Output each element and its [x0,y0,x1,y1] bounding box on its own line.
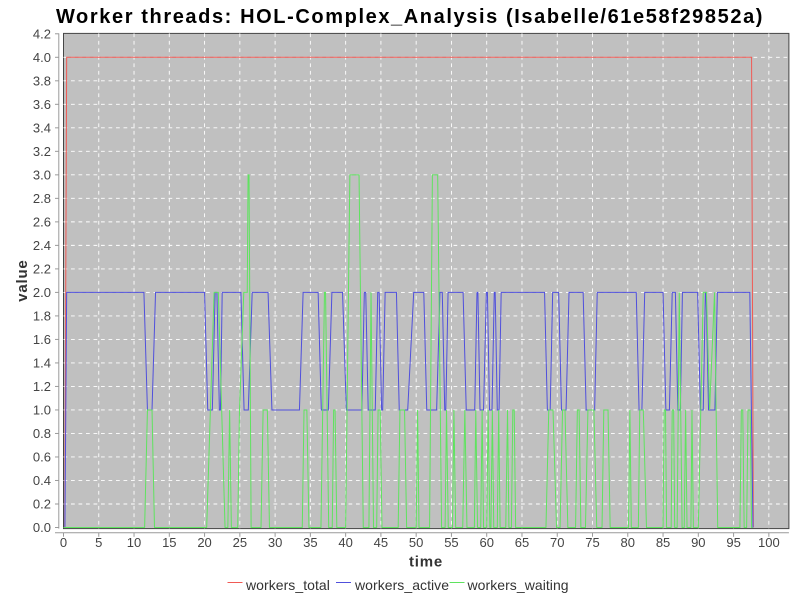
svg-text:0.8: 0.8 [33,426,51,441]
svg-text:25: 25 [233,535,247,550]
svg-text:0.0: 0.0 [33,520,51,535]
svg-text:3.2: 3.2 [33,144,51,159]
svg-text:55: 55 [444,535,458,550]
svg-text:1.8: 1.8 [33,308,51,323]
svg-text:30: 30 [268,535,282,550]
svg-text:4.0: 4.0 [33,50,51,65]
svg-text:5: 5 [95,535,102,550]
svg-text:2.0: 2.0 [33,285,51,300]
svg-text:35: 35 [303,535,317,550]
svg-text:45: 45 [374,535,388,550]
svg-text:time: time [409,554,443,571]
svg-text:workers_waiting: workers_waiting [467,577,569,593]
svg-text:75: 75 [585,535,599,550]
svg-text:3.8: 3.8 [33,73,51,88]
svg-text:workers_active: workers_active [354,577,449,593]
svg-text:4.2: 4.2 [33,26,51,41]
svg-text:0.2: 0.2 [33,496,51,511]
svg-text:3.6: 3.6 [33,97,51,112]
svg-text:60: 60 [479,535,493,550]
svg-text:20: 20 [197,535,211,550]
svg-text:50: 50 [409,535,423,550]
svg-text:1.6: 1.6 [33,332,51,347]
svg-text:1.2: 1.2 [33,379,51,394]
svg-text:10: 10 [127,535,141,550]
svg-text:0.6: 0.6 [33,449,51,464]
svg-text:80: 80 [621,535,635,550]
svg-text:15: 15 [162,535,176,550]
svg-text:0: 0 [60,535,67,550]
svg-text:3.4: 3.4 [33,120,51,135]
svg-text:value: value [14,259,31,301]
svg-text:100: 100 [758,535,780,550]
svg-text:85: 85 [656,535,670,550]
svg-text:90: 90 [691,535,705,550]
svg-text:1.4: 1.4 [33,355,51,370]
svg-text:2.2: 2.2 [33,261,51,276]
svg-text:Worker threads: HOL-Complex_An: Worker threads: HOL-Complex_Analysis (Is… [56,6,764,28]
svg-text:40: 40 [338,535,352,550]
svg-text:2.6: 2.6 [33,214,51,229]
svg-text:2.4: 2.4 [33,238,51,253]
svg-text:0.4: 0.4 [33,473,51,488]
svg-text:95: 95 [726,535,740,550]
svg-text:65: 65 [515,535,529,550]
svg-text:70: 70 [550,535,564,550]
svg-text:3.0: 3.0 [33,167,51,182]
svg-text:workers_total: workers_total [245,577,330,593]
svg-text:1.0: 1.0 [33,402,51,417]
svg-text:2.8: 2.8 [33,191,51,206]
